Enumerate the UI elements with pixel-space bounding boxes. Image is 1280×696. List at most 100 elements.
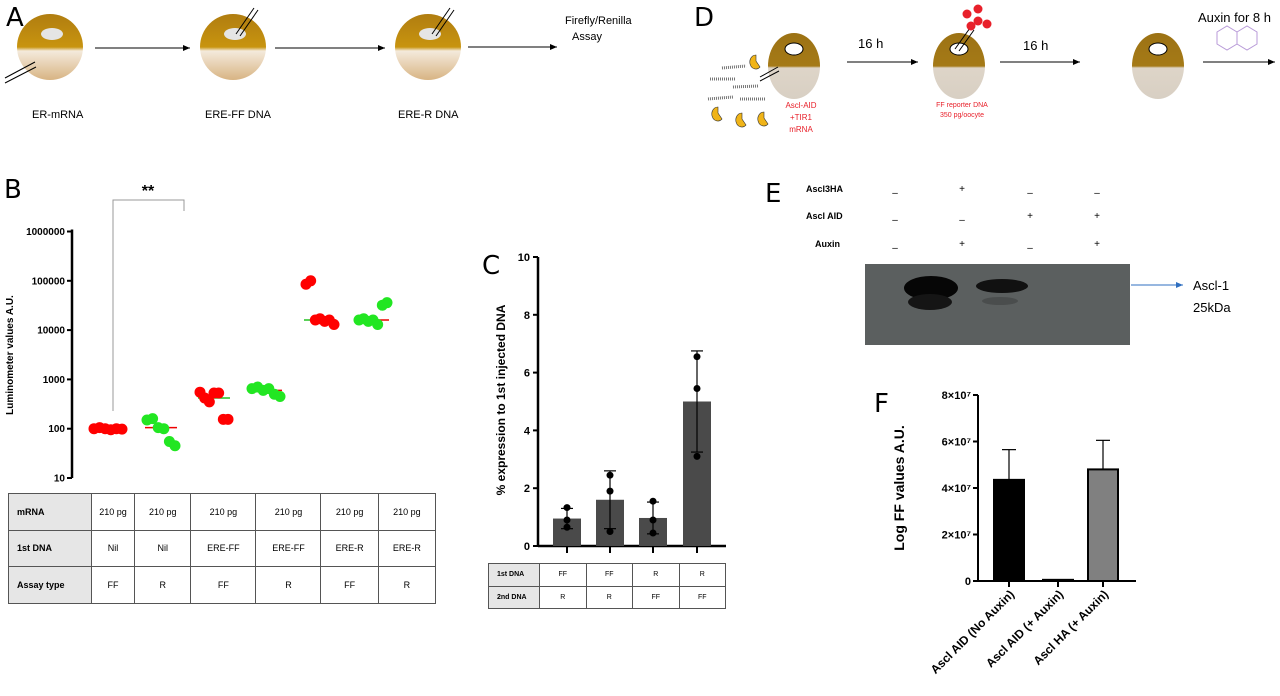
data-point (147, 413, 159, 425)
inject-label: Ascl-AID (785, 101, 816, 110)
y-axis-label: Log FF values A.U. (891, 425, 907, 551)
band-label: 25kDa (1193, 300, 1231, 315)
x-tick-label: Ascl AID (No Auxin) (928, 587, 1017, 676)
chart-f: 0 2×10⁷ 4×10⁷ 6×10⁷ 8×10⁷ Log FF values A.U. A… (891, 390, 1136, 677)
table-cell: R (377, 566, 437, 604)
condition-value: – (1027, 243, 1033, 254)
data-point (203, 396, 215, 408)
table-cell: ERE-FF (190, 529, 257, 568)
condition-value: + (1094, 239, 1100, 250)
table-cell: R (585, 585, 633, 609)
oocyte-3 (395, 7, 461, 80)
data-point (213, 387, 225, 399)
table-cell: FF (91, 566, 135, 604)
data-point (649, 497, 657, 505)
chart-b: 10 100 1000 10000 100000 1000000 Luminometer v… (5, 183, 393, 485)
condition-label: Ascl3HA (806, 184, 844, 194)
table-cell: ERE-FF (255, 529, 322, 568)
table-c: 1st DNA FF FF R R 2nd DNA R R FF FF (488, 563, 726, 609)
row-header: Assay type (8, 566, 92, 604)
data-point (563, 516, 571, 524)
data-point (116, 423, 128, 435)
assay-label-1: Firefly/Renilla (565, 15, 633, 27)
condition-value: – (892, 243, 898, 254)
panel-label-e: E (765, 179, 781, 209)
table-cell: FF (678, 585, 726, 609)
y-tick-label: 10 (518, 252, 530, 264)
time-label: 16 h (1023, 38, 1048, 53)
condition-value: + (959, 184, 965, 195)
table-cell: FF (585, 563, 633, 587)
y-tick-label: 4×10⁷ (942, 483, 972, 495)
y-tick-label: 8 (524, 310, 530, 322)
assay-label-2: Assay (572, 31, 602, 43)
step-label: ER-mRNA (32, 109, 84, 121)
table-cell: 210 pg (91, 493, 135, 531)
condition-value: + (1094, 211, 1100, 222)
bar (993, 478, 1025, 582)
table-cell: ERE-R (377, 529, 437, 568)
table-cell: 210 pg (377, 493, 437, 531)
significance-bracket (112, 199, 185, 411)
significance-label: ** (142, 183, 155, 200)
condition-label: Auxin (815, 239, 840, 249)
y-tick-label: 6×10⁷ (942, 437, 972, 449)
condition-label: Ascl AID (806, 211, 843, 221)
data-point (563, 523, 571, 531)
y-tick-label: 1000000 (26, 227, 65, 238)
y-tick-label: 8×10⁷ (942, 390, 972, 402)
row-header: 2nd DNA (488, 585, 540, 609)
data-point (158, 423, 170, 435)
data-point (606, 528, 614, 536)
data-point (693, 384, 701, 392)
table-cell: Nil (91, 529, 135, 568)
y-tick-label: 6 (524, 368, 530, 380)
data-point (372, 318, 384, 330)
step-label: ERE-FF DNA (205, 109, 272, 121)
table-cell: ERE-R (320, 529, 379, 568)
blot-conditions: Ascl3HA – + – – Ascl AID – – + + Auxin – + – + (806, 184, 1100, 254)
table-row: 2nd DNA R R FF FF (488, 585, 726, 609)
table-cell: FF (539, 563, 587, 587)
condition-value: – (892, 215, 898, 226)
data-point (328, 318, 340, 330)
oocyte-2 (200, 7, 266, 80)
data-point (563, 504, 571, 512)
y-tick-label: 2×10⁷ (942, 530, 972, 542)
table-cell: 210 pg (255, 493, 322, 531)
condition-value: – (1027, 188, 1033, 199)
data-point (381, 297, 393, 309)
row-header: 1st DNA (8, 529, 92, 568)
table-cell: FF (190, 566, 257, 604)
y-tick-label: 1000 (43, 375, 66, 386)
panel-label-b: B (4, 175, 22, 205)
inject-label: FF reporter DNA (936, 102, 988, 109)
time-label: 16 h (858, 36, 883, 51)
table-cell: R (632, 563, 680, 587)
table-cell: R (678, 563, 726, 587)
oocyte-1 (4, 14, 83, 84)
panel-label-c: C (482, 251, 500, 281)
inject-label: 350 pg/oocyte (940, 112, 984, 119)
bar (1087, 468, 1119, 582)
row-header: mRNA (8, 493, 92, 531)
row-header: 1st DNA (488, 563, 540, 587)
y-tick-label: 2 (524, 483, 530, 495)
condition-value: + (959, 239, 965, 250)
table-b: mRNA 210 pg 210 pg 210 pg 210 pg 210 pg 210 pg… (8, 493, 437, 604)
oocyte-d3 (1132, 33, 1184, 99)
table-cell: 210 pg (320, 493, 379, 531)
table-cell: 210 pg (190, 493, 257, 531)
y-tick-label: 0 (524, 541, 530, 553)
table-cell: R (255, 566, 322, 604)
data-point (693, 353, 701, 361)
condition-value: – (959, 215, 965, 226)
y-tick-label: 100000 (32, 276, 66, 287)
oocyte-d1 (759, 33, 820, 99)
table-cell: FF (632, 585, 680, 609)
y-axis-label: % expression to 1st injected DNA (494, 304, 508, 495)
naphthalene-icon (1216, 25, 1258, 51)
y-axis-label: Luminometer values A.U. (5, 295, 16, 415)
